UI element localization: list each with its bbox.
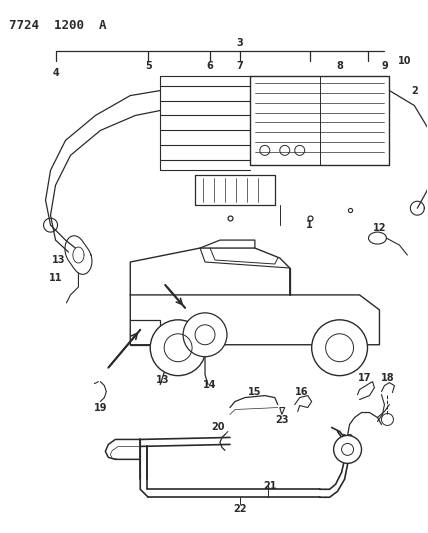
Text: 6: 6 bbox=[207, 61, 214, 71]
Circle shape bbox=[150, 320, 206, 376]
Text: 7724  1200  A: 7724 1200 A bbox=[9, 19, 106, 32]
Text: 23: 23 bbox=[275, 415, 288, 424]
Text: 9: 9 bbox=[381, 61, 388, 71]
Text: 14: 14 bbox=[203, 379, 217, 390]
Text: 19: 19 bbox=[341, 434, 354, 445]
Text: 2: 2 bbox=[411, 86, 418, 95]
Text: 17: 17 bbox=[358, 373, 371, 383]
Circle shape bbox=[312, 320, 368, 376]
Text: 18: 18 bbox=[380, 373, 394, 383]
Text: 20: 20 bbox=[211, 423, 225, 432]
Text: 1: 1 bbox=[306, 220, 313, 230]
Text: 13: 13 bbox=[156, 375, 170, 385]
Text: 10: 10 bbox=[398, 55, 411, 66]
Text: 15: 15 bbox=[248, 386, 262, 397]
Text: 21: 21 bbox=[263, 481, 276, 491]
Text: 3: 3 bbox=[237, 38, 243, 48]
Circle shape bbox=[183, 313, 227, 357]
Text: 16: 16 bbox=[295, 386, 309, 397]
Text: 12: 12 bbox=[373, 223, 386, 233]
Text: 7: 7 bbox=[237, 61, 243, 71]
Text: 4: 4 bbox=[52, 68, 59, 78]
Circle shape bbox=[333, 435, 362, 463]
Text: 8: 8 bbox=[336, 61, 343, 71]
Text: 19: 19 bbox=[94, 402, 107, 413]
Text: 11: 11 bbox=[49, 273, 62, 283]
Text: 13: 13 bbox=[52, 255, 65, 265]
Text: 5: 5 bbox=[145, 61, 152, 71]
Text: 22: 22 bbox=[233, 504, 247, 514]
